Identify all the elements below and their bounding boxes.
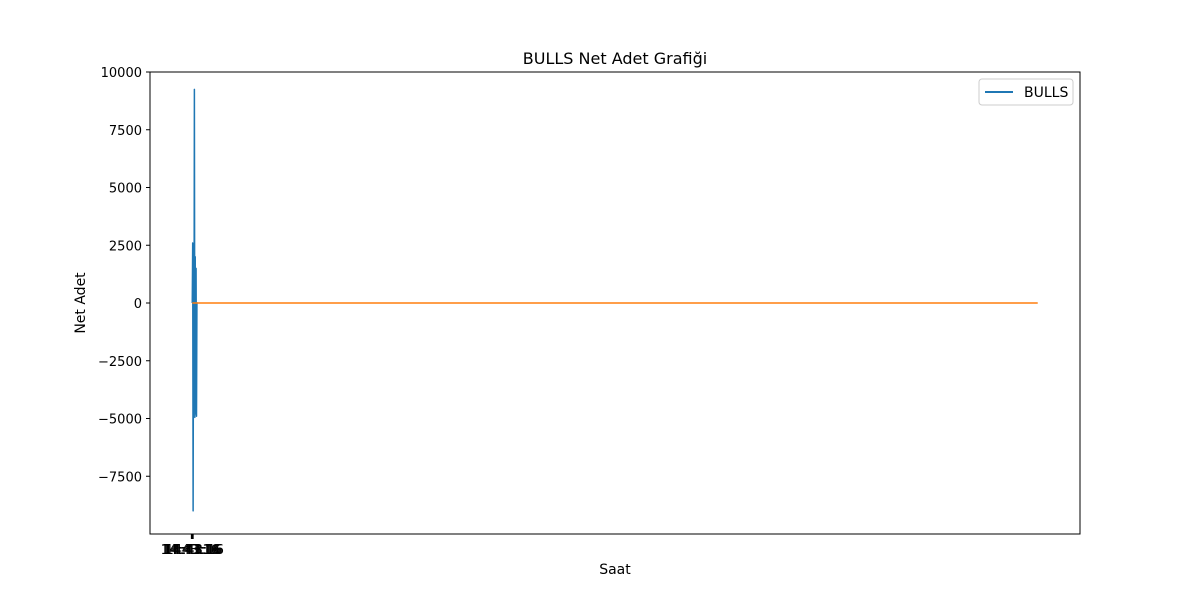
x-tick-label: 14:43:16: [162, 543, 220, 558]
x-tick-label: 14:43:16: [161, 543, 219, 558]
series-line-bulls: [191, 88, 199, 512]
y-tick-label: 2500: [109, 239, 142, 254]
x-tick-label: 14:43:16: [163, 543, 221, 558]
y-tick-label: −5000: [98, 413, 142, 428]
y-tick-label: −7500: [98, 470, 142, 485]
series-layer: [191, 88, 1038, 512]
chart-title: BULLS Net Adet Grafiği: [523, 49, 707, 68]
legend-label-bulls: BULLS: [1024, 85, 1068, 101]
y-tick-label: 0: [134, 297, 142, 312]
x-axis-label: Saat: [599, 562, 631, 578]
y-axis-ticks: 10000 7500 5000 2500 0 −2500 −5000 −7500: [98, 66, 150, 485]
y-axis-label: Net Adet: [73, 272, 89, 334]
x-tick-label: 14:43:16: [164, 543, 222, 558]
y-tick-label: −2500: [98, 355, 142, 370]
legend-box: [978, 78, 1074, 106]
y-tick-label: 10000: [101, 66, 142, 81]
y-tick-label: 7500: [109, 124, 142, 139]
y-tick-label: 5000: [109, 182, 142, 197]
x-tick-label: 14:43:16: [165, 543, 223, 558]
legend: BULLS: [978, 78, 1074, 106]
